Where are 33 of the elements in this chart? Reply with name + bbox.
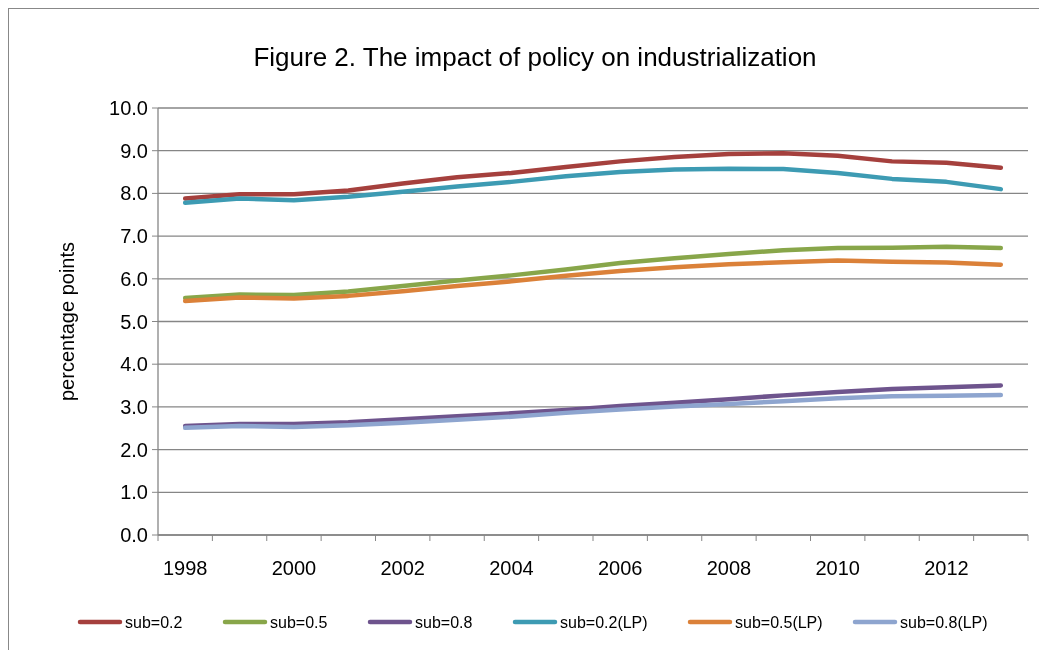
- chart-title: Figure 2. The impact of policy on industrialization: [253, 42, 817, 72]
- y-tick-label: 1.0: [120, 481, 148, 504]
- line-series: [182, 244, 1004, 301]
- y-tick-label: 6.0: [120, 267, 148, 290]
- legend-label: sub=0.8(LP): [900, 613, 988, 631]
- legend-label: sub=0.5(LP): [735, 613, 823, 631]
- y-tick-label: 4.0: [120, 353, 148, 376]
- x-tick-label: 2008: [706, 557, 752, 579]
- x-tick-label: 1998: [162, 557, 208, 579]
- x-tick-label: 2004: [489, 557, 534, 579]
- y-tick-label: 10.0: [109, 97, 148, 119]
- x-tick-label: 2006: [597, 557, 643, 579]
- x-tick-label: 2000: [271, 557, 317, 579]
- line-series: [182, 392, 1004, 431]
- y-tick-label: 9.0: [120, 139, 148, 162]
- line-series: [182, 166, 1004, 206]
- line-series: [182, 258, 1004, 304]
- y-tick-label: 0.0: [120, 524, 148, 546]
- legend-label: sub=0.2: [125, 613, 183, 631]
- legend-label: sub=0.8: [415, 613, 473, 631]
- y-tick-label: 3.0: [120, 395, 148, 418]
- legend-label: sub=0.5: [270, 613, 328, 631]
- y-tick-label: 2.0: [120, 438, 148, 461]
- line-series: [182, 383, 1004, 429]
- legend-label: sub=0.2(LP): [560, 613, 648, 631]
- y-axis-title: percentage points: [56, 241, 78, 402]
- line-series: [182, 151, 1004, 201]
- y-tick-label: 7.0: [120, 225, 148, 248]
- y-tick-label: 5.0: [120, 310, 148, 333]
- x-tick-label: 2012: [924, 557, 969, 579]
- y-tick-label: 8.0: [120, 182, 148, 205]
- x-tick-label: 2010: [815, 557, 860, 579]
- x-tick-label: 2002: [380, 557, 425, 579]
